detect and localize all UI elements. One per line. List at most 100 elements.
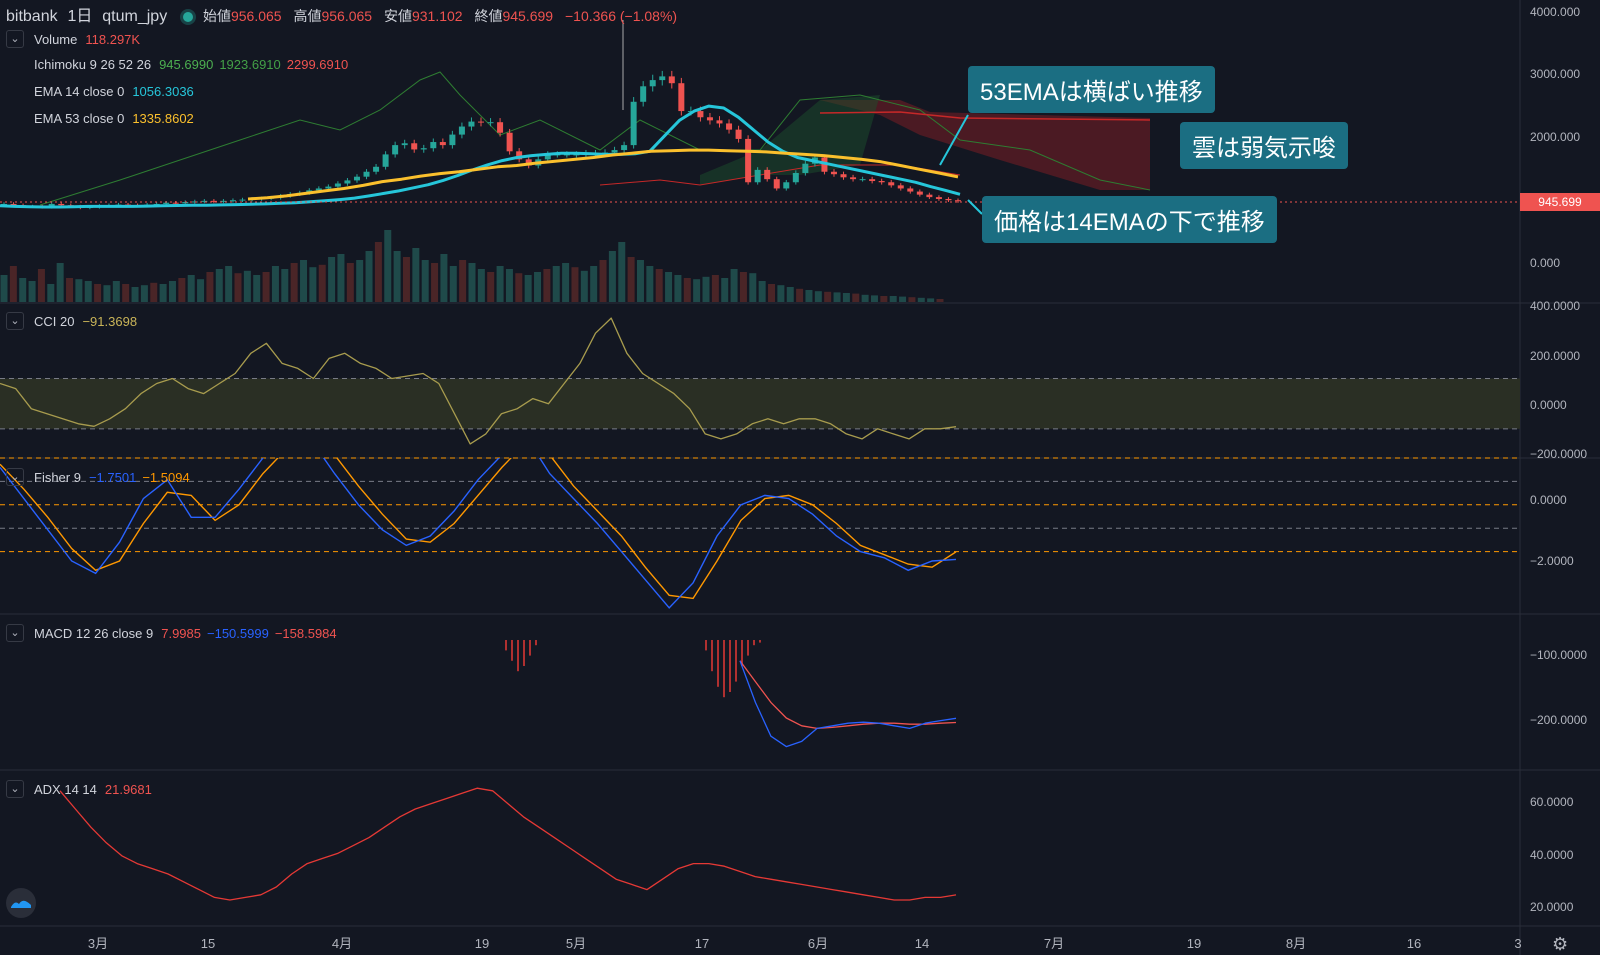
volume-bar: [365, 251, 373, 302]
volume-bar: [47, 284, 55, 302]
legend-macd: ⌄ MACD 12 26 close 9 7.9985 −150.5999 −1…: [6, 624, 343, 642]
volume-bar: [262, 272, 270, 302]
cci-line: [0, 317, 957, 445]
volume-bar: [870, 295, 878, 302]
callout-ema53[interactable]: 53EMAは横ばい推移: [968, 66, 1215, 113]
volume-bar: [187, 275, 195, 302]
ichimoku-cloud-bear: [820, 100, 1150, 190]
x-tick-label: 7月: [1044, 936, 1064, 951]
x-tick-label: 3: [1514, 936, 1521, 951]
volume-bar: [412, 248, 420, 302]
open-value: 956.065: [230, 8, 282, 24]
candle-body: [430, 142, 437, 149]
volume-bar: [253, 275, 261, 302]
volume-bar: [300, 260, 308, 302]
volume-bar: [599, 260, 607, 302]
volume-bar: [814, 291, 822, 302]
volume-bar: [796, 288, 804, 302]
y-tick-label-cci: 400.0000: [1530, 299, 1580, 313]
collapse-chevron-icon[interactable]: ⌄: [6, 624, 24, 642]
gear-icon[interactable]: ⚙: [1552, 934, 1569, 954]
legend-macd-v2: −150.5999: [207, 625, 269, 641]
volume-bar: [84, 281, 92, 302]
volume-bar: [9, 266, 17, 302]
volume-bar: [281, 269, 289, 302]
y-tick-label-fisher: −2.0000: [1530, 554, 1574, 568]
candle-body: [344, 180, 351, 184]
ichimoku-cloud-bull: [700, 95, 880, 185]
legend-ema53: EMA 53 close 0 1335.8602: [6, 111, 200, 126]
candle-body: [735, 129, 742, 139]
symbol-name[interactable]: qtum_jpy: [102, 8, 168, 25]
volume-bar: [356, 260, 364, 302]
volume-bar: [702, 276, 710, 302]
collapse-chevron-icon[interactable]: ⌄: [6, 312, 24, 330]
legend-fisher-v1: −1.7501: [88, 469, 137, 485]
y-tick-label-cci: 0.0000: [1530, 398, 1567, 412]
y-tick-label-adx: 40.0000: [1530, 848, 1574, 862]
candle-body: [859, 179, 866, 181]
collapse-chevron-icon[interactable]: ⌄: [6, 780, 24, 798]
candle-body: [449, 134, 456, 146]
volume-bar: [374, 242, 382, 302]
volume-bar: [318, 264, 326, 302]
volume-bar: [234, 273, 242, 302]
candle-body: [334, 183, 341, 187]
x-tick-label: 6月: [808, 936, 828, 951]
volume-bar: [112, 281, 120, 302]
candle-body: [210, 200, 217, 202]
candle-body: [525, 159, 532, 166]
volume-bar: [28, 281, 36, 302]
y-tick-label-cci: −200.0000: [1530, 447, 1587, 461]
volume-bar: [683, 278, 691, 302]
tradingview-logo-icon[interactable]: [6, 888, 36, 918]
candle-body: [315, 188, 322, 191]
collapse-chevron-icon[interactable]: ⌄: [6, 30, 24, 48]
volume-bar: [197, 279, 205, 302]
candle-body: [773, 179, 780, 189]
macd-signal-line: [739, 660, 957, 730]
volume-bar: [94, 284, 102, 302]
volume-bar: [66, 278, 74, 302]
exchange-name[interactable]: bitbank: [6, 8, 58, 25]
market-status-icon: [183, 12, 194, 23]
volume-bar: [880, 296, 888, 302]
volume-bar: [159, 284, 167, 302]
collapse-chevron-icon[interactable]: ⌄: [6, 468, 24, 486]
candle-body: [897, 185, 904, 189]
candle-body: [48, 203, 55, 208]
volume-bar: [206, 272, 214, 302]
y-tick-label-adx: 60.0000: [1530, 795, 1574, 809]
candle-body: [10, 203, 17, 206]
volume-bar: [758, 281, 766, 302]
y-tick-label-macd: −100.0000: [1530, 648, 1587, 662]
legend-volume-name: Volume: [34, 31, 78, 47]
legend-fisher-v2: −1.5094: [142, 469, 190, 485]
x-tick-label: 19: [1187, 936, 1201, 951]
legend-ema53-name: EMA 53 close 0: [34, 111, 125, 126]
candle-body: [621, 145, 628, 151]
candle-body: [907, 188, 914, 192]
volume-bar: [56, 263, 64, 302]
low-label: 安値: [383, 8, 412, 24]
volume-bar: [122, 284, 130, 302]
callout-price[interactable]: 価格は14EMAの下で推移: [982, 196, 1277, 243]
volume-bar: [290, 263, 298, 302]
callout-cloud[interactable]: 雲は弱気示唆: [1180, 122, 1348, 169]
legend-ichimoku-v2: 1923.6910: [219, 57, 281, 72]
fisher-lines: [0, 458, 957, 609]
volume-bar: [505, 269, 513, 302]
high-value: 956.065: [321, 8, 373, 24]
candle-body: [830, 171, 837, 175]
candle-body: [783, 182, 790, 189]
interval[interactable]: 1日: [67, 8, 93, 25]
candle-body: [544, 154, 551, 160]
volume-bar: [459, 260, 467, 302]
volume-bar: [852, 293, 860, 302]
volume-bar: [140, 285, 148, 302]
x-tick-label: 15: [201, 936, 215, 951]
x-tick-label: 16: [1407, 936, 1421, 951]
volume-bar: [19, 278, 27, 302]
y-tick-label-price: 2000.000: [1530, 130, 1580, 144]
